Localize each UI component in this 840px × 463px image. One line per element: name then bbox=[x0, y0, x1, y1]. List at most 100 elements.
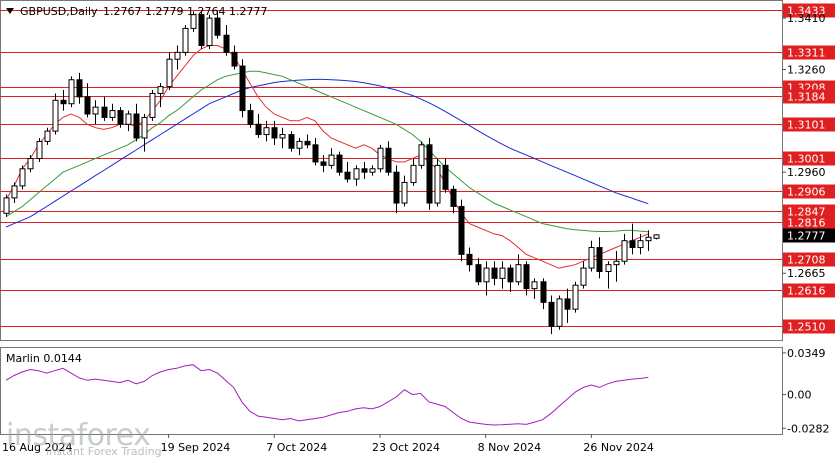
candle-bull bbox=[328, 154, 335, 166]
candle-bear bbox=[214, 17, 221, 36]
level-label: 1.2906 bbox=[787, 186, 826, 199]
marlin-tick-label: 0.00 bbox=[787, 389, 812, 402]
candle-bull bbox=[499, 267, 506, 279]
candle-bull bbox=[190, 14, 197, 29]
candle-bear bbox=[101, 106, 108, 118]
level-label-bg bbox=[783, 117, 835, 132]
candle-bull bbox=[377, 147, 384, 170]
marlin-tick-label: 0.0349 bbox=[787, 347, 826, 360]
time-tick-label-partial: 16 Aug 2024 bbox=[2, 441, 72, 454]
candle-bull bbox=[410, 164, 417, 183]
candle-bear bbox=[239, 65, 246, 112]
candle-bear bbox=[450, 188, 457, 207]
time-tick-label: 7 Oct 2024 bbox=[266, 441, 327, 454]
candle-bull bbox=[572, 284, 579, 310]
candle-bull bbox=[653, 234, 660, 239]
candle-bear bbox=[336, 154, 343, 173]
level-label: 1.3311 bbox=[787, 47, 826, 60]
level-label: 1.3001 bbox=[787, 153, 826, 166]
level-label-bg bbox=[783, 283, 835, 298]
candle-bull bbox=[92, 106, 99, 115]
candle-bull bbox=[515, 264, 522, 283]
candle-bear bbox=[76, 79, 83, 98]
level-label: 1.3433 bbox=[787, 5, 826, 18]
level-label: 1.3184 bbox=[787, 91, 826, 104]
candle-bear bbox=[271, 127, 278, 139]
candle-bear bbox=[523, 264, 530, 290]
candle-bear bbox=[629, 240, 636, 249]
candle-bull bbox=[613, 260, 620, 266]
time-tick-label: 23 Oct 2024 bbox=[372, 441, 440, 454]
candle-bear bbox=[255, 123, 262, 136]
candle-bear bbox=[442, 164, 449, 190]
watermark-subtitle: Instant Forex Trading bbox=[46, 445, 162, 458]
candle-bull bbox=[109, 110, 116, 118]
candle-bear bbox=[393, 171, 400, 204]
candle-bull bbox=[125, 113, 132, 125]
level-label: 1.2616 bbox=[787, 285, 826, 298]
candle-bull bbox=[369, 168, 376, 173]
ma-green-line bbox=[5, 70, 649, 233]
level-label-bg bbox=[783, 89, 835, 104]
candle-bear bbox=[385, 147, 392, 173]
candle-bull bbox=[353, 168, 360, 180]
level-label: 1.3101 bbox=[787, 119, 826, 132]
candle-bull bbox=[580, 267, 587, 286]
level-label-bg bbox=[783, 151, 835, 166]
candle-bull bbox=[157, 86, 164, 94]
dropdown-triangle-icon[interactable] bbox=[6, 8, 14, 14]
candle-bull bbox=[11, 185, 18, 199]
current-price-label: 1.2777 bbox=[787, 230, 826, 243]
ma-blue-line bbox=[5, 78, 649, 228]
time-tick-label: 19 Sep 2024 bbox=[161, 441, 231, 454]
price-tick-label: 1.2960 bbox=[787, 166, 826, 179]
level-label-bg bbox=[783, 319, 835, 334]
candle-bull bbox=[174, 51, 181, 60]
candle-bull bbox=[645, 236, 652, 242]
levels-layer: 1.34331.33111.32081.31841.31011.30011.29… bbox=[0, 3, 835, 334]
candle-bull bbox=[296, 140, 303, 149]
candle-bull bbox=[637, 240, 644, 249]
price-tick-label: 1.2665 bbox=[787, 267, 826, 280]
watermark-logo: instaforex bbox=[6, 417, 151, 453]
time-axis: 16 Aug 2024 19 Sep 2024 7 Oct 2024 23 Oct 2… bbox=[2, 434, 654, 454]
level-label-bg bbox=[783, 252, 835, 267]
level-label: 1.2510 bbox=[787, 321, 826, 334]
price-tick-label: 1.3410 bbox=[787, 12, 826, 25]
level-label: 1.2816 bbox=[787, 217, 826, 230]
candle-bear bbox=[507, 267, 514, 283]
candle-bull bbox=[401, 181, 408, 204]
candle-bear bbox=[596, 247, 603, 273]
candle-bull bbox=[19, 168, 26, 187]
candle-bear bbox=[84, 96, 91, 115]
level-label-bg bbox=[783, 184, 835, 199]
candle-bull bbox=[36, 140, 43, 160]
candle-bear bbox=[304, 140, 311, 146]
marlin-tick-label: -0.0282 bbox=[787, 422, 829, 435]
candle-bear bbox=[540, 281, 547, 303]
candle-bull bbox=[556, 298, 563, 327]
candle-bull bbox=[434, 164, 441, 204]
chart-header-ohlc: 1.2767 1.2779 1.2764 1.2777 bbox=[103, 5, 267, 18]
candle-bull bbox=[531, 281, 538, 290]
candle-bull bbox=[68, 79, 75, 105]
candle-bull bbox=[483, 267, 490, 283]
candle-bear bbox=[288, 134, 295, 149]
candle-bear bbox=[548, 301, 555, 327]
candle-bull bbox=[149, 92, 156, 118]
current-price-bg bbox=[783, 228, 835, 243]
candle-bear bbox=[312, 144, 319, 163]
candle-bear bbox=[247, 110, 254, 125]
candle-bear bbox=[458, 205, 465, 255]
candle-bull bbox=[279, 134, 286, 139]
candle-bear bbox=[60, 99, 67, 105]
candle-bear bbox=[320, 161, 327, 166]
candle-bull bbox=[263, 127, 270, 136]
candle-bear bbox=[466, 253, 473, 266]
level-label-bg bbox=[783, 215, 835, 230]
marlin-line bbox=[5, 364, 649, 426]
candle-bear bbox=[117, 110, 124, 125]
price-axis-ticks: 1.3410 1.3260 1.2960 1.2665 1.2777 bbox=[782, 12, 835, 280]
candle-bear bbox=[133, 113, 140, 139]
